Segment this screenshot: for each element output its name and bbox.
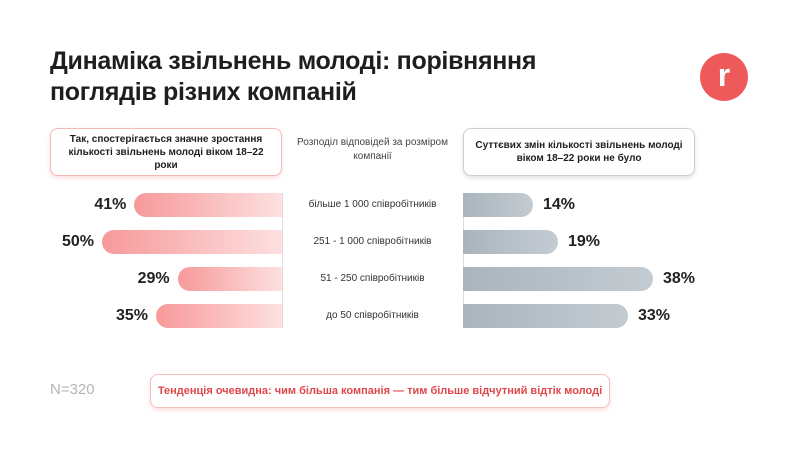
legend-left: Так, спостерігається значне зростання кі… [50,128,282,176]
label-right: 14% [543,196,576,213]
bar-right [463,193,533,217]
bar-left [134,193,282,217]
sample-size: N=320 [50,381,95,398]
bar-left [102,230,282,254]
category-label: більше 1 000 співробітників [308,199,437,210]
category-label: 251 - 1 000 співробітників [313,236,432,247]
label-left: 50% [61,233,94,250]
label-left: 41% [94,196,127,213]
category-label: 51 - 250 співробітників [320,273,425,284]
bar-right [463,267,653,291]
brand-logo: r [700,53,748,101]
bar-right [463,230,558,254]
conclusion-note: Тенденція очевидна: чим більша компанія … [150,374,610,408]
logo-letter: r [717,57,731,93]
right-axis [463,193,464,328]
left-axis [282,193,283,328]
category-label: до 50 співробітників [326,310,419,321]
bar-right [463,304,628,328]
label-left: 29% [137,270,170,287]
page-title: Динаміка звільнень молоді: порівняння по… [50,47,537,106]
categories-header: Розподіл відповідей за розміром компанії [297,137,448,162]
bar-left [156,304,282,328]
label-right: 19% [568,233,601,250]
legend-right: Суттєвих змін кількості звільнень молоді… [463,128,695,176]
label-right: 38% [663,270,696,287]
bar-left [177,267,282,291]
label-right: 33% [638,307,671,324]
label-left: 35% [115,307,148,324]
